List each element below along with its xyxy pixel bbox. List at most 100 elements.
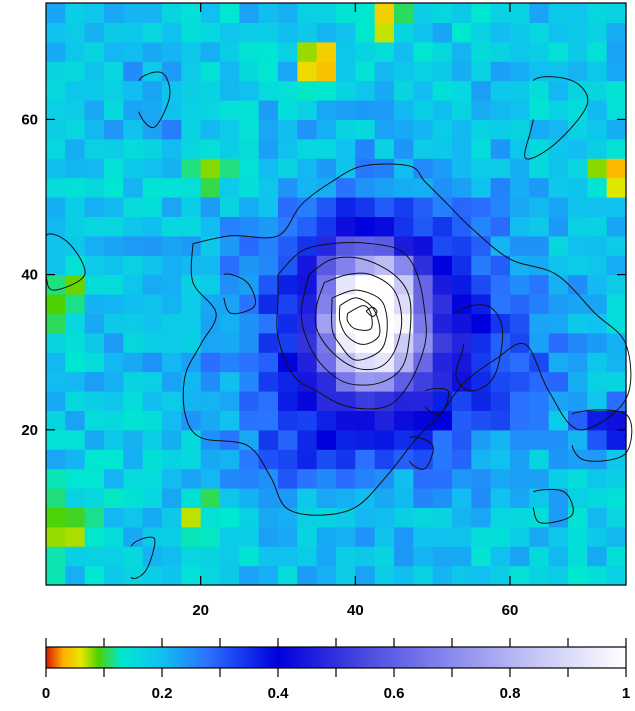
heatmap-cell (394, 294, 414, 314)
heatmap-cell (239, 526, 260, 547)
heatmap-cell (568, 507, 588, 528)
heatmap-cell (452, 61, 472, 82)
heatmap-cell (84, 100, 105, 120)
heatmap-cell (587, 294, 608, 314)
heatmap-cell (355, 565, 376, 586)
heatmap-cell (220, 468, 240, 489)
heatmap-cell (220, 61, 240, 82)
heatmap-cell (568, 177, 588, 198)
heatmap-cell (587, 158, 608, 179)
heatmap-cell (46, 410, 66, 431)
heatmap-cell (606, 22, 627, 43)
heatmap-cell (46, 565, 66, 586)
heatmap-cell (606, 3, 627, 23)
heatmap-cell (548, 41, 569, 62)
heatmap-cell (510, 216, 530, 237)
heatmap-cell (452, 158, 472, 179)
heatmap-cell (123, 3, 144, 23)
heatmap-cell (104, 158, 124, 179)
heatmap-cell (162, 41, 182, 62)
colorbar-tick-label: 0 (42, 685, 50, 702)
heatmap-cell (220, 546, 240, 567)
heatmap-cell (239, 80, 260, 101)
heatmap-cell (278, 546, 298, 567)
heatmap-cell (394, 352, 414, 373)
heatmap-cell (413, 177, 434, 198)
heatmap-cell (278, 41, 298, 62)
heatmap-cell (278, 507, 298, 528)
heatmap-cell (413, 429, 434, 450)
heatmap-cell (413, 274, 434, 295)
heatmap-cell (529, 507, 550, 528)
heatmap-cell (123, 352, 144, 373)
heatmap-cell (394, 371, 414, 392)
heatmap-cell (374, 352, 395, 373)
heatmap-cell (471, 255, 492, 276)
heatmap-cell (452, 332, 472, 353)
heatmap-cell (413, 371, 434, 392)
contour-line (331, 289, 388, 361)
heatmap-cell (65, 255, 86, 276)
heatmap-cell (181, 565, 202, 586)
heatmap-cell (258, 313, 279, 334)
contour-line (314, 272, 403, 371)
heatmap-cell (162, 507, 182, 528)
heatmap-cell (490, 468, 511, 489)
heatmap-cell (278, 332, 298, 353)
heatmap-cell (162, 235, 182, 256)
heatmap-cell (452, 449, 472, 470)
heatmap-cell (65, 216, 86, 237)
heatmap-cell (568, 100, 588, 120)
heatmap-cell (84, 274, 105, 295)
heatmap-cell (510, 371, 530, 392)
heatmap-cell (316, 41, 337, 62)
heatmap-cell (606, 468, 627, 489)
heatmap-cell (278, 488, 298, 508)
heatmap-cell (432, 507, 453, 528)
heatmap-cell (355, 80, 376, 101)
heatmap-cell (452, 294, 472, 314)
heatmap-cell (123, 488, 144, 508)
heatmap-cell (606, 391, 627, 411)
heatmap-cell (606, 274, 627, 295)
heatmap-cell (471, 61, 492, 82)
heatmap-cell (278, 565, 298, 586)
heatmap-cell (297, 391, 318, 411)
heatmap-cell (490, 138, 511, 159)
heatmap-cell (432, 119, 453, 140)
heatmap-cell (84, 565, 105, 586)
heatmap-cell (606, 177, 627, 198)
heatmap-cell (490, 119, 511, 140)
heatmap-cell (258, 565, 279, 586)
heatmap-cell (490, 177, 511, 198)
heatmap-cell (258, 410, 279, 431)
heatmap-cell (200, 507, 221, 528)
heatmap-cell (162, 332, 182, 353)
heatmap-cell (336, 332, 356, 353)
heatmap-cell (239, 449, 260, 470)
heatmap-cell (104, 352, 124, 373)
heatmap-cell (84, 119, 105, 140)
heatmap-cell (46, 41, 66, 62)
heatmap-cell (65, 410, 86, 431)
heatmap-cell (606, 100, 627, 120)
heatmap-cell (239, 565, 260, 586)
heatmap-cell (471, 449, 492, 470)
heatmap-cell (258, 468, 279, 489)
heatmap-cell (548, 197, 569, 217)
heatmap-cell (104, 429, 124, 450)
heatmap-cell (181, 158, 202, 179)
heatmap-cell (46, 488, 66, 508)
heatmap-cell (65, 41, 86, 62)
heatmap-cell (278, 119, 298, 140)
heatmap-cell (432, 449, 453, 470)
contour-line (300, 256, 412, 386)
heatmap-cell (84, 526, 105, 547)
heatmap-cell (278, 294, 298, 314)
heatmap-cell (355, 507, 376, 528)
heatmap-cell (297, 216, 318, 237)
heatmap-cell (46, 371, 66, 392)
heatmap-cell (413, 410, 434, 431)
heatmap-cell (181, 449, 202, 470)
heatmap-cell (355, 332, 376, 353)
